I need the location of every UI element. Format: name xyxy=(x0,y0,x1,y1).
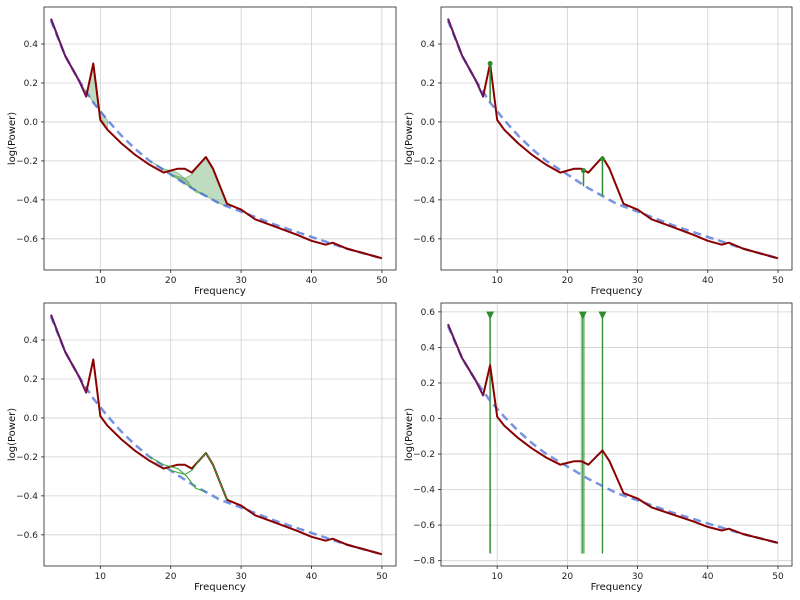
x-tick-label: 40 xyxy=(306,572,318,582)
y-tick-label: −0.6 xyxy=(16,235,38,245)
y-tick-label: −0.8 xyxy=(413,557,435,567)
x-axis-label: Frequency xyxy=(194,286,246,297)
y-tick-label: −0.2 xyxy=(413,450,435,460)
y-tick-label: 0.4 xyxy=(24,40,39,50)
y-tick-label: −0.2 xyxy=(413,157,435,167)
model-fit-line xyxy=(50,314,88,393)
y-tick-label: −0.4 xyxy=(413,196,435,206)
x-tick-label: 20 xyxy=(165,276,177,286)
x-tick-label: 30 xyxy=(632,276,644,286)
peak-curve xyxy=(170,452,228,500)
panel-1: 10 20 30 40 50 −0.6 −0.4 −0.2 0.0 0.2 0.4 Frequency… xyxy=(7,6,397,297)
y-tick-label: 0.0 xyxy=(24,118,39,128)
x-tick-label: 30 xyxy=(632,572,644,582)
plot-area xyxy=(446,18,779,260)
x-tick-label: 50 xyxy=(772,572,784,582)
x-tick-label: 10 xyxy=(95,572,107,582)
x-tick-label: 50 xyxy=(376,276,388,286)
y-tick-label: −0.2 xyxy=(16,453,38,463)
axes-frame xyxy=(440,6,793,271)
x-tick-label: 30 xyxy=(235,276,247,286)
x-tick-label: 50 xyxy=(772,276,784,286)
y-tick-label: −0.2 xyxy=(16,157,38,167)
power-spectrum-line xyxy=(50,314,383,556)
y-tick-label: −0.4 xyxy=(16,196,38,206)
y-tick-label: −0.6 xyxy=(16,531,38,541)
aperiodic-fit-line xyxy=(49,20,383,260)
panel-2: 10 20 30 40 50 −0.6 −0.4 −0.2 0.0 0.2 0.4 Frequency… xyxy=(404,6,793,297)
plot-area xyxy=(49,314,383,556)
x-tick-label: 20 xyxy=(562,572,574,582)
axes-frame xyxy=(43,6,397,271)
panel-3: 10 20 30 40 50 −0.6 −0.4 −0.2 0.0 0.2 0.4 Frequency… xyxy=(7,302,397,593)
y-tick-label: 0.0 xyxy=(421,415,436,425)
y-tick-label: −0.4 xyxy=(413,486,435,496)
x-tick-label: 10 xyxy=(491,572,503,582)
peak-triangle-marker xyxy=(486,311,495,320)
y-tick-label: 0.2 xyxy=(421,379,435,389)
y-tick-label: 0.2 xyxy=(24,375,38,385)
aperiodic-fit-line xyxy=(446,20,779,260)
x-axis-label: Frequency xyxy=(591,582,643,593)
y-tick-label: −0.4 xyxy=(16,492,38,502)
panel-4: 10 20 30 40 50 −0.8 −0.6 −0.4 −0.2 0.0 0.2 0.4 0.6 Fr… xyxy=(404,302,793,593)
peak-triangle-marker xyxy=(578,311,587,320)
axes-frame xyxy=(440,302,793,567)
x-tick-label: 10 xyxy=(491,276,503,286)
peak-triangle-marker xyxy=(598,311,607,320)
y-axis-label: log(Power) xyxy=(7,408,18,461)
x-tick-label: 20 xyxy=(562,276,574,286)
x-tick-label: 30 xyxy=(235,572,247,582)
x-tick-label: 40 xyxy=(702,276,714,286)
plot-area xyxy=(446,311,779,554)
model-fit-line xyxy=(50,18,88,97)
y-axis-label: log(Power) xyxy=(404,112,415,165)
peak-curve xyxy=(149,456,207,493)
y-axis-label: log(Power) xyxy=(404,408,415,461)
y-tick-label: 0.0 xyxy=(24,414,39,424)
y-tick-label: 0.2 xyxy=(24,79,38,89)
y-tick-label: −0.6 xyxy=(413,235,435,245)
power-spectrum-line xyxy=(50,18,383,260)
peak-marker-dot xyxy=(581,168,587,174)
peak-fill xyxy=(78,63,108,130)
x-tick-label: 10 xyxy=(95,276,107,286)
aperiodic-fit-line xyxy=(446,325,779,545)
y-tick-label: 0.4 xyxy=(24,336,39,346)
y-tick-label: 0.0 xyxy=(421,118,436,128)
y-axis-label: log(Power) xyxy=(7,112,18,165)
power-spectrum-line xyxy=(447,323,779,544)
x-axis-label: Frequency xyxy=(194,582,246,593)
y-tick-label: 0.2 xyxy=(421,79,435,89)
x-tick-label: 50 xyxy=(376,572,388,582)
x-tick-label: 40 xyxy=(702,572,714,582)
plot-area xyxy=(49,18,383,260)
x-tick-label: 40 xyxy=(306,276,318,286)
y-tick-label: 0.4 xyxy=(421,40,436,50)
axes-frame xyxy=(43,302,397,567)
y-tick-label: 0.4 xyxy=(421,343,436,353)
model-fit-line xyxy=(447,323,484,396)
peak-marker-dot xyxy=(599,156,605,162)
x-tick-label: 20 xyxy=(165,572,177,582)
power-spectrum-line xyxy=(447,18,779,260)
y-tick-label: 0.6 xyxy=(421,308,436,318)
y-tick-label: −0.6 xyxy=(413,521,435,531)
peak-marker-dot xyxy=(487,60,493,66)
model-fit-line xyxy=(447,18,484,97)
x-axis-label: Frequency xyxy=(591,286,643,297)
